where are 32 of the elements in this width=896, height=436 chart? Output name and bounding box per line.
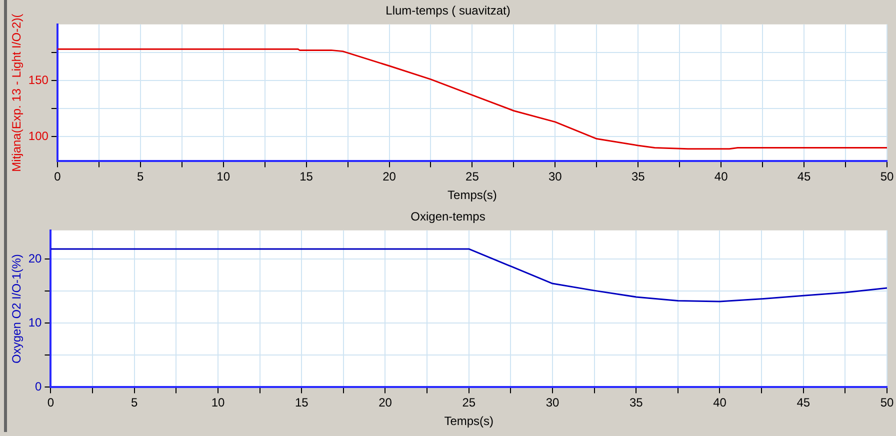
- x-tick-label: 35: [629, 396, 644, 410]
- x-tick-label: 45: [796, 396, 810, 410]
- y-tick-label: 20: [28, 252, 42, 266]
- x-axis-title: Temps(s): [444, 414, 494, 428]
- x-tick-label: 15: [294, 396, 309, 410]
- x-tick-label: 5: [137, 170, 144, 184]
- x-tick-label: 25: [466, 170, 480, 184]
- x-tick-label: 35: [631, 170, 646, 184]
- x-axis-title: Temps(s): [448, 188, 497, 202]
- x-tick-label: 15: [300, 170, 314, 184]
- chart-title: Oxigen-temps: [410, 210, 486, 224]
- x-tick-label: 20: [382, 170, 396, 184]
- y-axis-title: Oxygen O2 I/O-1(%): [10, 254, 24, 364]
- chart-title: Llum-temps ( suavitzat): [386, 4, 510, 18]
- x-tick-label: 30: [548, 170, 562, 184]
- y-tick-label: 10: [28, 316, 42, 330]
- x-tick-label: 5: [131, 396, 138, 410]
- x-tick-label: 50: [880, 396, 894, 410]
- x-tick-label: 0: [54, 170, 62, 184]
- x-tick-label: 25: [462, 396, 476, 410]
- x-tick-label: 50: [880, 170, 894, 184]
- x-tick-label: 40: [714, 170, 728, 184]
- y-tick-label: 100: [28, 128, 49, 143]
- x-tick-label: 10: [211, 396, 225, 410]
- y-tick-label: 150: [28, 72, 49, 87]
- x-tick-label: 30: [546, 396, 560, 410]
- y-tick-label: 0: [35, 380, 42, 394]
- x-tick-label: 10: [216, 170, 230, 184]
- x-tick-label: 40: [713, 396, 727, 410]
- x-tick-label: 45: [797, 170, 812, 184]
- y-axis-title: Mitjana(Exp. 13 - Light I/O-2)(: [10, 14, 24, 172]
- x-tick-label: 20: [378, 396, 392, 410]
